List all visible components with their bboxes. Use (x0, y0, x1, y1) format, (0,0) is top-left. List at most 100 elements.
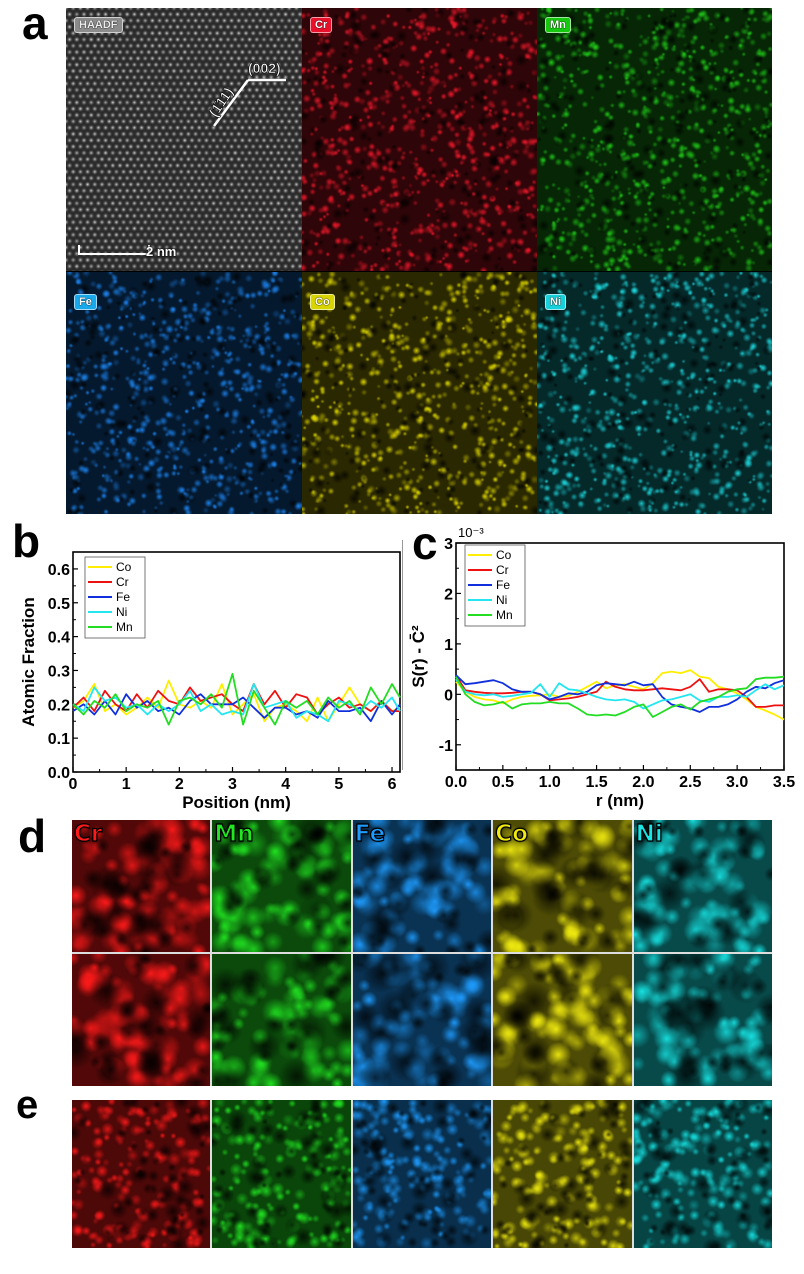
panel-d-tile-mn-row2 (212, 954, 351, 1086)
panel-letter-b: b (12, 515, 41, 567)
panel-d-tile-cr-row2 (72, 954, 211, 1086)
badge-co: Co (310, 294, 335, 310)
co-element-label: Co (495, 820, 529, 847)
panel-e-tile-ni-row1 (633, 1100, 772, 1248)
y-tick-label: 0.0 (48, 765, 70, 782)
ni-atomic-map (633, 820, 772, 952)
legend-label-fe: Fe (116, 590, 130, 604)
legend-label-cr: Cr (496, 563, 509, 577)
x-tick-label: 1.0 (539, 774, 561, 791)
lattice-plane-annotation: (002) (1̄11) (205, 60, 286, 127)
x-tick-label: 6 (388, 776, 397, 793)
mn-element-label: Mn (214, 820, 254, 847)
x-tick-label: 0 (69, 776, 78, 793)
x-axis-label: Position (nm) (182, 793, 291, 812)
panel-d-tile-co-row1: Co (493, 820, 632, 952)
panel-d-tile-ni-row2 (633, 954, 772, 1086)
x-tick-label: 2.5 (679, 774, 701, 791)
y-axis-label: Atomic Fraction (19, 597, 38, 726)
haadf-image (66, 8, 302, 271)
series-line-ni (72, 683, 401, 723)
series-line-fe (455, 674, 785, 713)
y-tick-label: 0.3 (48, 663, 70, 680)
plane-line-111 (212, 79, 250, 127)
y-tick-label: 0.5 (48, 596, 70, 613)
series-line-mn (72, 672, 401, 726)
tile-haadf: HAADF (002) (1̄11) 2 nm (66, 8, 302, 271)
y-multiplier-label: 10⁻³ (458, 525, 484, 540)
series-line-co (72, 679, 401, 723)
tile-cr-map: Cr (302, 8, 537, 271)
co-map-image (302, 272, 537, 514)
tile-mn-map: Mn (537, 8, 772, 271)
co-atomic-map (493, 1100, 632, 1248)
panel-d-tile-mn-row1: Mn (212, 820, 351, 952)
panel-e-tile-co-row1 (493, 1100, 632, 1248)
fe-atomic-map (352, 1100, 492, 1248)
panel-letter-d: d (18, 810, 47, 862)
x-tick-label: 3 (228, 776, 237, 793)
y-tick-label: 1 (444, 637, 453, 654)
ni-atomic-map (633, 1100, 772, 1248)
mn-atomic-map (212, 1100, 351, 1248)
scale-bar (78, 245, 150, 255)
x-tick-label: 5 (334, 776, 343, 793)
ni-map-image (537, 272, 772, 514)
panel-letter-e: e (16, 1083, 39, 1127)
chart-c-pair-correlation: 0.0 0.5 1.0 1.5 2.0 2.5 3.0 3.5 -1 0 1 2 3 r (nm) S(r)… (409, 525, 795, 810)
plane-label-002: (002) (248, 60, 281, 76)
mn-atomic-map (212, 954, 351, 1086)
series-line-cr (455, 674, 784, 708)
x-tick-label: 3.5 (773, 774, 795, 791)
cr-atomic-map (72, 820, 211, 952)
x-tick-label: 3.0 (726, 774, 748, 791)
series-line-cr (72, 683, 400, 716)
badge-mn: Mn (545, 17, 571, 33)
panel-letter-c: c (412, 517, 438, 569)
mn-atomic-map (212, 820, 351, 952)
y-tick-label: 0 (444, 687, 453, 704)
fe-element-label: Fe (354, 820, 386, 847)
x-tick-label: 2.0 (632, 774, 654, 791)
tile-ni-map: Ni (537, 272, 772, 514)
y-tick-label: 3 (444, 536, 453, 553)
badge-cr: Cr (310, 17, 333, 33)
legend-label-ni: Ni (116, 605, 127, 619)
panel-d-tile-cr-row1: Cr (72, 820, 211, 952)
legend-label-co: Co (496, 548, 512, 562)
badge-ni: Ni (545, 294, 566, 310)
badge-fe: Fe (74, 294, 97, 310)
legend-label-fe: Fe (496, 578, 510, 592)
panel-d-tile-fe-row1: Fe (352, 820, 492, 952)
cr-atomic-map (72, 1100, 211, 1248)
panel-e-tile-cr-row1 (72, 1100, 211, 1248)
y-axis-label: S(r) - C̄² (409, 625, 428, 688)
x-tick-label: 0.0 (445, 774, 467, 791)
tile-co-map: Co (302, 272, 537, 514)
y-tick-label: -1 (439, 738, 453, 755)
panel-divider (402, 540, 403, 770)
y-tick-label: 2 (444, 586, 453, 603)
x-tick-label: 4 (281, 776, 290, 793)
y-tick-label: 0.2 (48, 697, 70, 714)
panel-e-atomic-maps (72, 1100, 772, 1248)
cr-element-label: Cr (73, 820, 103, 847)
badge-haadf: HAADF (74, 17, 123, 33)
x-tick-label: 0.5 (492, 774, 514, 791)
y-tick-label: 0.6 (48, 562, 70, 579)
panel-d-tile-ni-row1: Ni (633, 820, 772, 952)
scale-bar-label: 2 nm (146, 244, 177, 259)
tile-fe-map: Fe (66, 272, 302, 514)
x-tick-label: 1.5 (585, 774, 607, 791)
legend-label-co: Co (116, 560, 132, 574)
co-atomic-map (493, 954, 632, 1086)
panel-e-tile-mn-row1 (212, 1100, 351, 1248)
panel-d-tile-co-row2 (493, 954, 632, 1086)
legend-label-mn: Mn (496, 608, 513, 622)
legend-label-mn: Mn (116, 620, 133, 634)
fe-map-image (66, 272, 302, 514)
panel-e-tile-fe-row1 (352, 1100, 492, 1248)
chart-b-atomic-fraction: 0 1 2 3 4 5 6 0.0 0.1 0.2 0.3 0.4 0.5 0.6 Position (nm… (19, 551, 401, 812)
cr-atomic-map (72, 954, 211, 1086)
panel-letter-a: a (22, 0, 48, 49)
